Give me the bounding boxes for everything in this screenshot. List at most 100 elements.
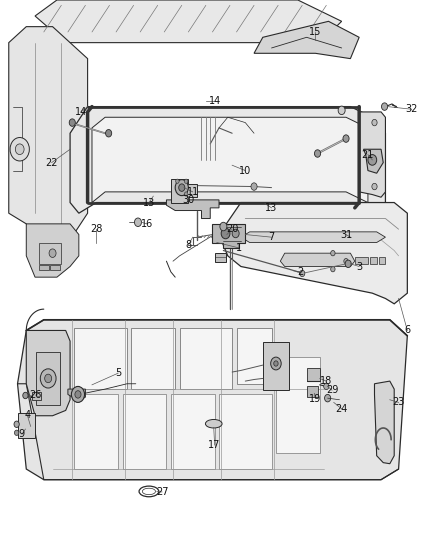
Polygon shape xyxy=(276,357,320,453)
Circle shape xyxy=(134,218,141,227)
Polygon shape xyxy=(131,328,175,389)
Text: 23: 23 xyxy=(392,398,405,407)
Polygon shape xyxy=(92,117,368,203)
Bar xyxy=(215,253,226,262)
Polygon shape xyxy=(171,394,215,469)
Polygon shape xyxy=(74,394,118,469)
Text: 2: 2 xyxy=(297,267,303,277)
Text: 11: 11 xyxy=(187,187,199,197)
Polygon shape xyxy=(180,328,232,389)
Text: 13: 13 xyxy=(265,203,278,213)
Polygon shape xyxy=(212,224,245,248)
Text: 16: 16 xyxy=(141,219,153,229)
Circle shape xyxy=(175,180,188,196)
Text: 19: 19 xyxy=(309,394,321,403)
Circle shape xyxy=(343,135,349,142)
Bar xyxy=(355,257,368,264)
Bar xyxy=(379,257,385,264)
Circle shape xyxy=(274,361,278,366)
Circle shape xyxy=(184,179,188,183)
Bar xyxy=(39,265,49,270)
Circle shape xyxy=(381,103,388,110)
Bar xyxy=(263,342,289,390)
Text: 14: 14 xyxy=(208,96,221,106)
Text: 29: 29 xyxy=(326,385,338,395)
Circle shape xyxy=(221,228,230,239)
Bar xyxy=(18,413,35,438)
Polygon shape xyxy=(241,232,385,243)
Circle shape xyxy=(220,222,227,231)
Circle shape xyxy=(179,184,185,191)
Circle shape xyxy=(184,192,188,196)
Polygon shape xyxy=(26,330,70,416)
Text: 6: 6 xyxy=(404,326,410,335)
Circle shape xyxy=(232,229,239,238)
Polygon shape xyxy=(123,394,166,469)
Polygon shape xyxy=(74,328,127,389)
Text: 3: 3 xyxy=(356,262,362,271)
Circle shape xyxy=(40,369,56,388)
Polygon shape xyxy=(280,253,355,266)
Text: 18: 18 xyxy=(320,376,332,386)
Circle shape xyxy=(331,251,335,256)
Polygon shape xyxy=(9,27,88,256)
Bar xyxy=(50,265,60,270)
Circle shape xyxy=(368,155,377,165)
Circle shape xyxy=(251,183,257,190)
Circle shape xyxy=(300,270,305,277)
Circle shape xyxy=(69,119,75,126)
Bar xyxy=(39,243,61,264)
Circle shape xyxy=(45,374,52,383)
Text: 20: 20 xyxy=(226,224,238,234)
Ellipse shape xyxy=(205,419,222,428)
Text: 32: 32 xyxy=(406,104,418,114)
Circle shape xyxy=(106,130,112,137)
Text: 17: 17 xyxy=(208,440,221,450)
Circle shape xyxy=(325,394,331,402)
Polygon shape xyxy=(254,21,359,59)
Text: 28: 28 xyxy=(90,224,102,234)
Circle shape xyxy=(314,150,321,157)
Circle shape xyxy=(14,430,19,435)
Bar xyxy=(370,257,377,264)
Text: 27: 27 xyxy=(156,487,168,497)
Bar xyxy=(307,368,320,381)
Text: 10: 10 xyxy=(239,166,251,175)
Circle shape xyxy=(271,357,281,370)
Circle shape xyxy=(176,179,179,183)
Circle shape xyxy=(345,260,351,268)
Polygon shape xyxy=(237,328,272,384)
Polygon shape xyxy=(35,0,342,43)
Text: 7: 7 xyxy=(268,232,275,242)
Text: 5: 5 xyxy=(115,368,121,378)
Circle shape xyxy=(14,421,19,427)
Polygon shape xyxy=(219,203,407,304)
Text: 9: 9 xyxy=(19,430,25,439)
Text: 31: 31 xyxy=(340,230,352,239)
Text: 21: 21 xyxy=(362,150,374,159)
Text: 24: 24 xyxy=(336,404,348,414)
Text: 26: 26 xyxy=(30,391,42,400)
Circle shape xyxy=(372,119,377,126)
Bar xyxy=(32,392,41,400)
Text: 8: 8 xyxy=(185,240,191,250)
Text: 30: 30 xyxy=(182,195,194,205)
Circle shape xyxy=(10,138,29,161)
Bar xyxy=(307,386,318,397)
Circle shape xyxy=(344,259,348,264)
Text: 1: 1 xyxy=(236,243,242,253)
Polygon shape xyxy=(171,179,197,203)
Circle shape xyxy=(71,386,85,402)
Circle shape xyxy=(372,183,377,190)
Circle shape xyxy=(23,392,28,399)
Polygon shape xyxy=(219,394,272,469)
Circle shape xyxy=(75,391,81,398)
Bar xyxy=(36,352,60,405)
Text: 13: 13 xyxy=(143,198,155,207)
Polygon shape xyxy=(359,112,385,197)
Polygon shape xyxy=(68,389,85,400)
Polygon shape xyxy=(374,381,394,464)
Polygon shape xyxy=(364,149,383,173)
Polygon shape xyxy=(166,200,219,219)
Polygon shape xyxy=(26,224,79,277)
